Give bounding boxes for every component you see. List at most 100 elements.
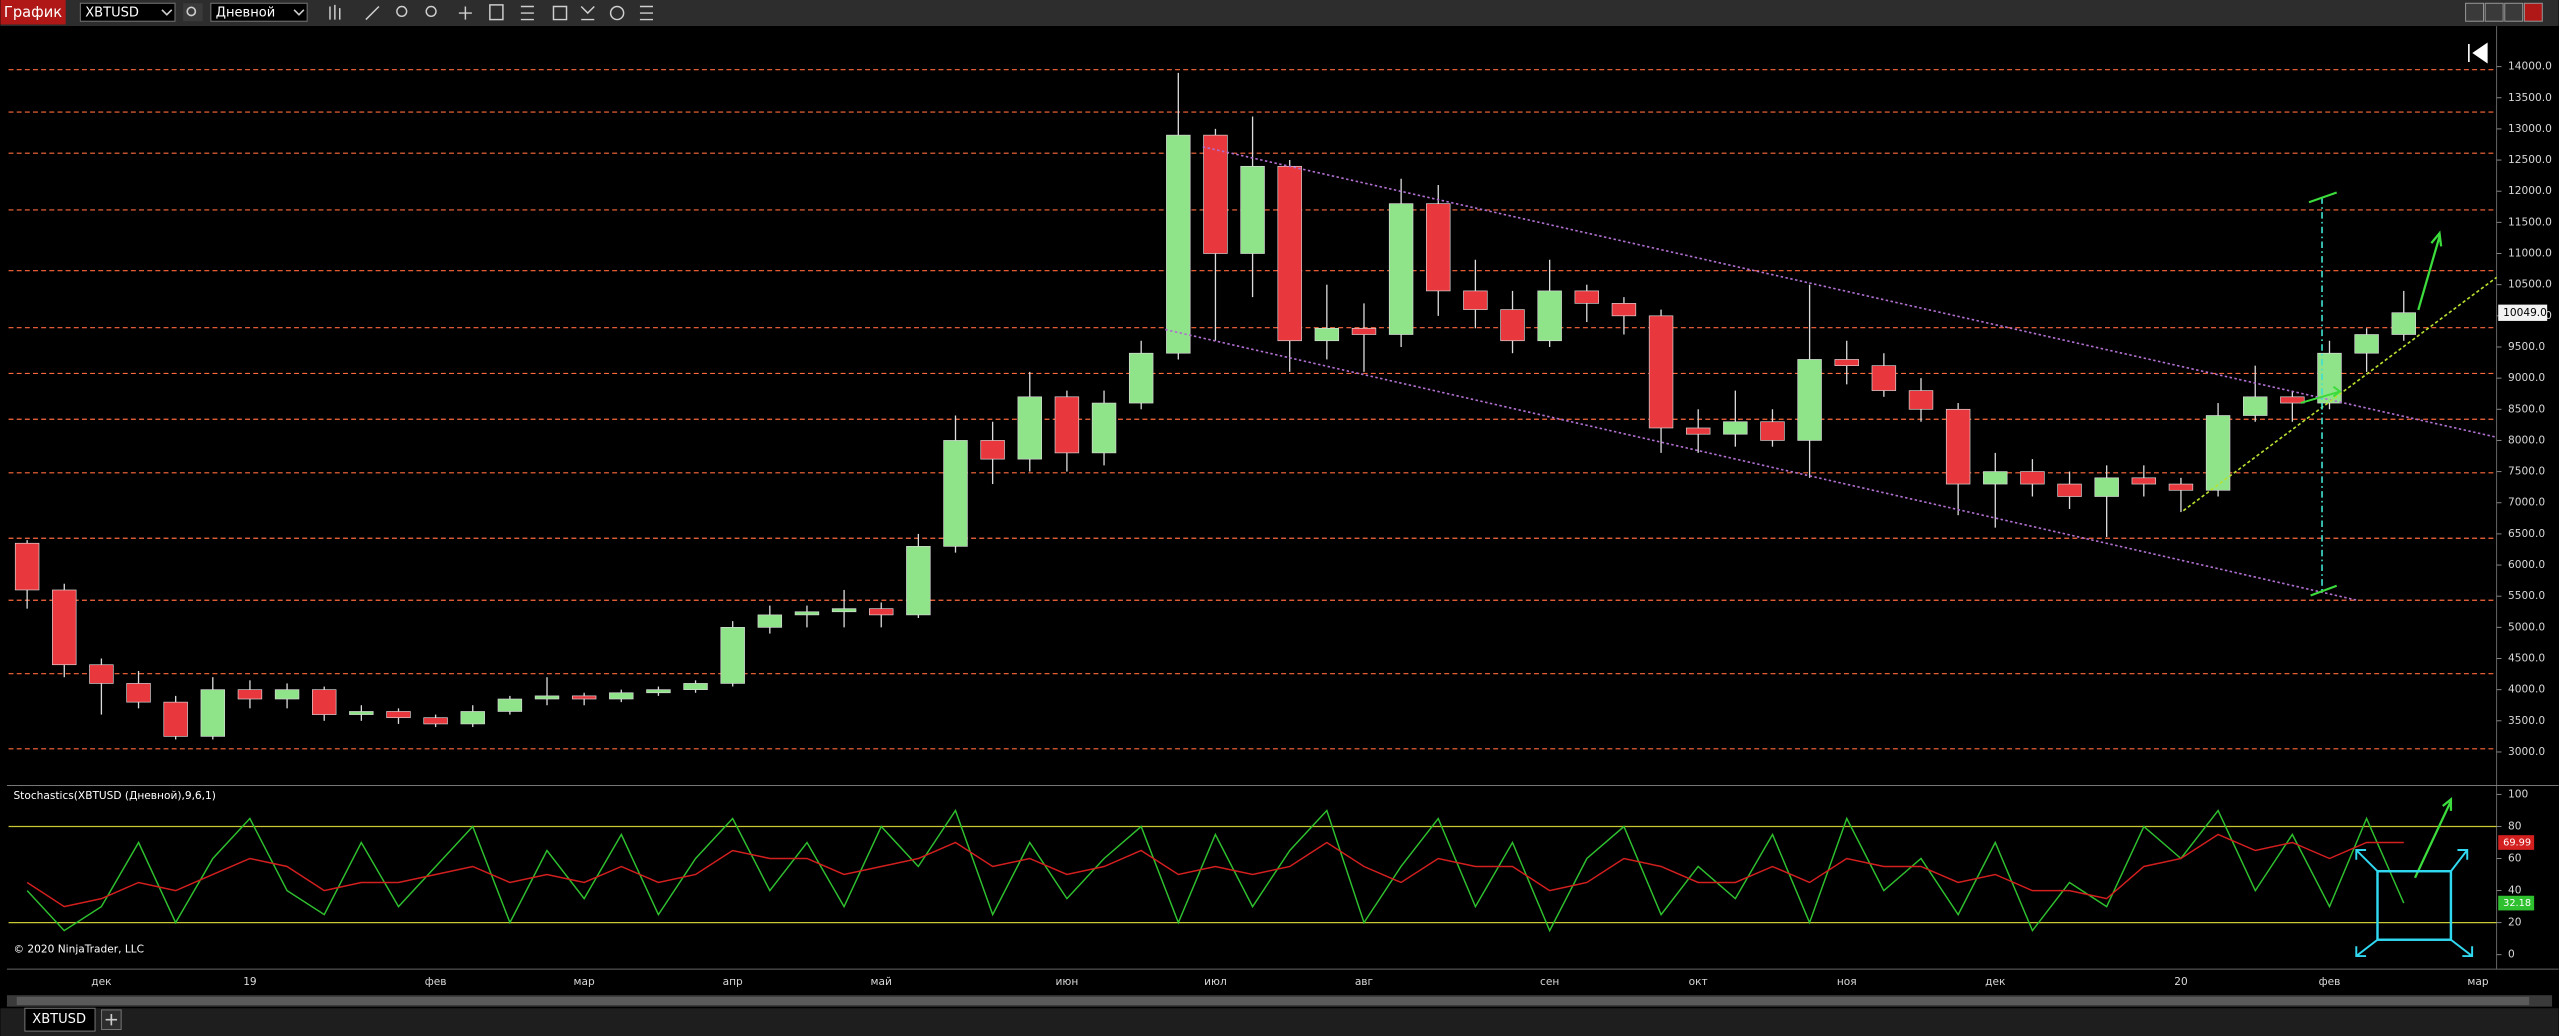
candle-body — [1871, 365, 1897, 391]
x-tick-label: фев — [2319, 976, 2341, 988]
candle-body — [349, 711, 374, 715]
candle-body — [831, 608, 857, 613]
y-tick-label: 0 — [2508, 949, 2515, 961]
measure-cap — [2310, 584, 2338, 597]
close-button[interactable] — [2523, 2, 2543, 22]
draw-icon[interactable] — [365, 6, 380, 21]
refresh-icon[interactable] — [609, 5, 625, 21]
tab[interactable] — [24, 1007, 96, 1032]
instrument-select[interactable] — [79, 2, 176, 22]
templates-icon[interactable] — [580, 6, 595, 21]
menu-icon[interactable] — [639, 5, 654, 21]
y-tick-label: 40 — [2508, 885, 2522, 897]
y-tick-label: 8000.0 — [2508, 434, 2545, 446]
x-tick-label: май — [871, 976, 892, 988]
toolbar-icons — [329, 4, 654, 21]
arrow — [2417, 230, 2443, 311]
candle-body — [1166, 134, 1191, 354]
bars-icon[interactable] — [329, 4, 341, 20]
dropdown-arrow — [161, 9, 173, 16]
candle-body — [1017, 396, 1042, 460]
dock-button[interactable] — [2465, 2, 2485, 22]
candle-body — [1723, 421, 1748, 435]
window-title: График — [4, 4, 62, 21]
candle-body — [571, 695, 597, 700]
candle-body — [1648, 315, 1674, 429]
candle-body — [237, 689, 263, 700]
last-price-box — [2498, 304, 2548, 321]
candle-body — [1091, 402, 1117, 454]
x-tick-label: окт — [1689, 976, 1708, 988]
candle-body — [1537, 290, 1562, 342]
candle-body — [497, 698, 523, 712]
search-icon — [186, 6, 197, 17]
y-tick-label: 9500.0 — [2508, 341, 2545, 353]
maximize-button[interactable] — [2504, 2, 2524, 22]
scrollbar-thumb[interactable] — [16, 996, 2530, 1006]
x-tick-label: 20 — [2174, 976, 2188, 988]
candle-body — [683, 683, 708, 690]
y-tick-label: 12500.0 — [2508, 154, 2552, 166]
copyright: © 2020 NinjaTrader, LLC — [13, 944, 144, 956]
candle-body — [1351, 327, 1377, 335]
candle-body — [1685, 427, 1711, 435]
candle-body — [52, 589, 77, 666]
tab-label: XBTUSD — [32, 1012, 86, 1027]
add-tab-icon — [105, 1013, 118, 1026]
last-value-label: 69.99 — [2503, 838, 2531, 849]
indicators-icon[interactable] — [520, 5, 534, 21]
candle-body — [200, 689, 226, 737]
candle-body — [794, 611, 820, 616]
instrument-label: XBTUSD — [85, 6, 139, 21]
y-tick-label: 80 — [2508, 820, 2522, 832]
candle-body — [14, 542, 40, 591]
candle-body — [163, 701, 188, 737]
zoom-out-icon[interactable] — [425, 5, 437, 18]
crosshair-icon[interactable] — [458, 6, 472, 20]
candle-body — [720, 627, 745, 684]
interval-label: Дневной — [216, 6, 275, 21]
box-arrows — [2355, 849, 2474, 958]
toolbar — [0, 0, 2559, 27]
y-tick-label: 5500.0 — [2508, 590, 2545, 602]
dropdown-arrow — [293, 9, 305, 16]
last-value-label: 32.18 — [2503, 898, 2531, 909]
candle-body — [1054, 396, 1080, 454]
candle-body — [1314, 327, 1340, 342]
candle-body — [534, 695, 560, 700]
y-tick-label: 3000.0 — [2508, 746, 2545, 758]
interval-select[interactable] — [210, 2, 308, 22]
scroll-to-end-button[interactable] — [2468, 42, 2488, 64]
candle-body — [2057, 483, 2082, 497]
y-tick-label: 100 — [2508, 788, 2528, 800]
y-tick-label: 7000.0 — [2508, 497, 2545, 509]
search-button[interactable] — [183, 3, 203, 22]
y-tick-label: 60 — [2508, 853, 2522, 865]
properties-icon[interactable] — [489, 4, 504, 21]
x-tick-label: дек — [91, 976, 112, 988]
y-tick-label: 3500.0 — [2508, 715, 2545, 727]
last-value-box — [2498, 835, 2535, 850]
candle-body — [1611, 303, 1637, 317]
strategy-icon[interactable] — [552, 5, 568, 21]
x-tick-label: дек — [1985, 976, 2006, 988]
candle-body — [2020, 471, 2045, 485]
candle-body — [646, 689, 671, 694]
candle-body — [386, 711, 411, 719]
x-tick-label: авг — [1355, 976, 1374, 988]
minimize-button[interactable] — [2484, 2, 2504, 22]
candle-body — [2168, 483, 2194, 491]
y-tick-label: 4500.0 — [2508, 653, 2545, 665]
candle-body — [980, 440, 1005, 460]
candle-body — [1203, 134, 1228, 254]
y-tick-label: 7500.0 — [2508, 466, 2545, 478]
y-tick-label: 5000.0 — [2508, 621, 2545, 633]
window-controls — [2465, 2, 2543, 22]
candle-body — [2354, 334, 2379, 354]
y-tick-label: 11000.0 — [2508, 248, 2552, 260]
candle-body — [1760, 421, 1785, 441]
zoom-in-icon[interactable] — [396, 5, 408, 18]
y-tick-label: 13000.0 — [2508, 123, 2552, 135]
candle-body — [423, 717, 448, 725]
